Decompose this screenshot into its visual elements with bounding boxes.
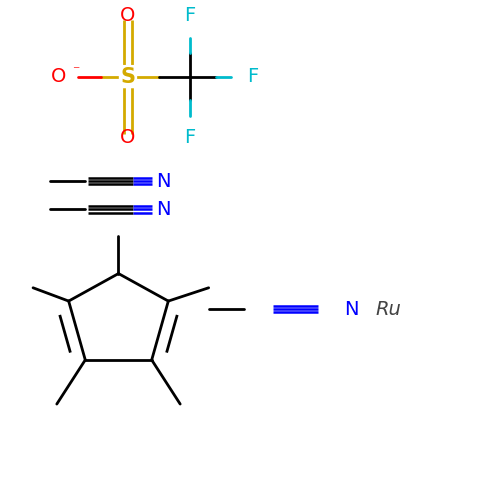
- Text: F: F: [184, 6, 195, 25]
- Text: F: F: [184, 128, 195, 147]
- Text: N: N: [344, 300, 358, 319]
- Text: N: N: [157, 200, 171, 219]
- Text: O: O: [120, 6, 136, 25]
- Text: S: S: [121, 67, 136, 87]
- Text: F: F: [248, 67, 259, 86]
- Text: Ru: Ru: [376, 300, 401, 319]
- Text: O: O: [120, 128, 136, 147]
- Text: N: N: [157, 171, 171, 191]
- Text: O: O: [51, 67, 66, 86]
- Text: ⁻: ⁻: [72, 64, 80, 78]
